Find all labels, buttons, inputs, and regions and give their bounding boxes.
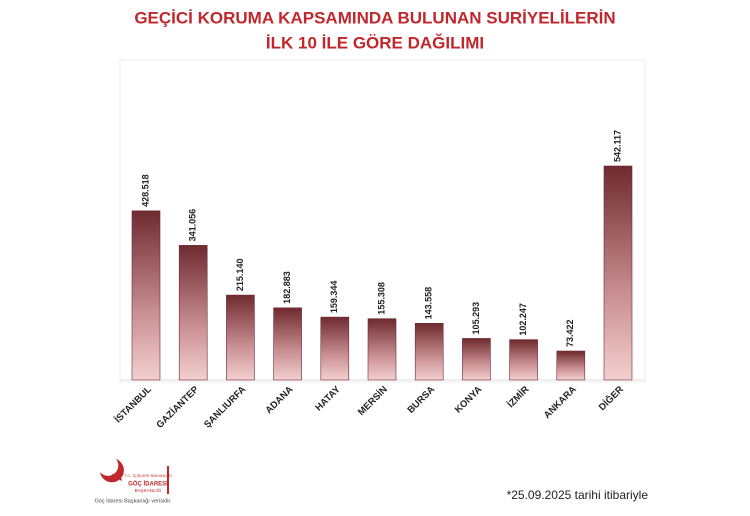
bar xyxy=(414,323,444,381)
x-tick-label: İSTANBUL xyxy=(113,384,154,425)
x-tick-label: DİĞER xyxy=(596,383,626,413)
value-label: 542.117 xyxy=(612,130,622,162)
x-tick-label: ANKARA xyxy=(542,384,579,421)
bar xyxy=(603,165,633,381)
x-tick-label: HATAY xyxy=(313,384,343,414)
x-tick-label: KONYA xyxy=(453,384,485,416)
bar xyxy=(462,338,491,381)
logo-caption: Göç İdaresi Başkanlığı verisidir. xyxy=(94,497,172,504)
x-tick-label: İZMİR xyxy=(505,384,531,410)
bar xyxy=(556,350,586,381)
x-tick-label: ADANA xyxy=(263,384,295,416)
value-label: 182.883 xyxy=(282,271,292,304)
value-label: 155.308 xyxy=(376,282,386,315)
logo-top: T.C. İÇİŞLERİ BAKANLIĞI xyxy=(124,473,171,478)
value-label: 105.293 xyxy=(471,302,481,335)
value-label: 428.518 xyxy=(140,174,150,207)
logo-sub: BAŞKANLIĞI xyxy=(135,487,162,493)
logo-name: GÖÇ İDARESİ xyxy=(128,481,168,488)
logo: T.C. İÇİŞLERİ BAKANLIĞI GÖÇ İDARESİ BAŞK… xyxy=(94,459,172,504)
bar xyxy=(178,245,208,381)
value-label: 73.422 xyxy=(565,319,575,347)
bar xyxy=(131,210,161,381)
bar xyxy=(367,318,397,381)
bar xyxy=(320,316,350,381)
value-label: 341.056 xyxy=(188,209,198,242)
bar xyxy=(273,307,302,381)
x-tick-label: MERSİN xyxy=(356,384,390,418)
bar xyxy=(226,294,255,381)
chart-title: GEÇİCİ KORUMA KAPSAMINDA BULUNAN SURİYEL… xyxy=(134,8,615,27)
plot-area xyxy=(119,59,646,383)
bar xyxy=(509,339,538,381)
value-label: 159.344 xyxy=(329,281,339,314)
x-tick-label: BURSA xyxy=(405,384,437,416)
value-label: 143.558 xyxy=(424,287,434,320)
chart-title: İLK 10 İLE GÖRE DAĞILIMI xyxy=(266,33,484,52)
logo-star xyxy=(112,470,124,481)
x-tick-label: ŞANLIURFA xyxy=(202,384,248,430)
value-label: 102.247 xyxy=(518,303,528,336)
footnote: *25.09.2025 tarihi itibariyle xyxy=(507,488,649,502)
x-tick-label: GAZİANTEP xyxy=(155,384,202,431)
value-label: 215.140 xyxy=(235,259,245,292)
